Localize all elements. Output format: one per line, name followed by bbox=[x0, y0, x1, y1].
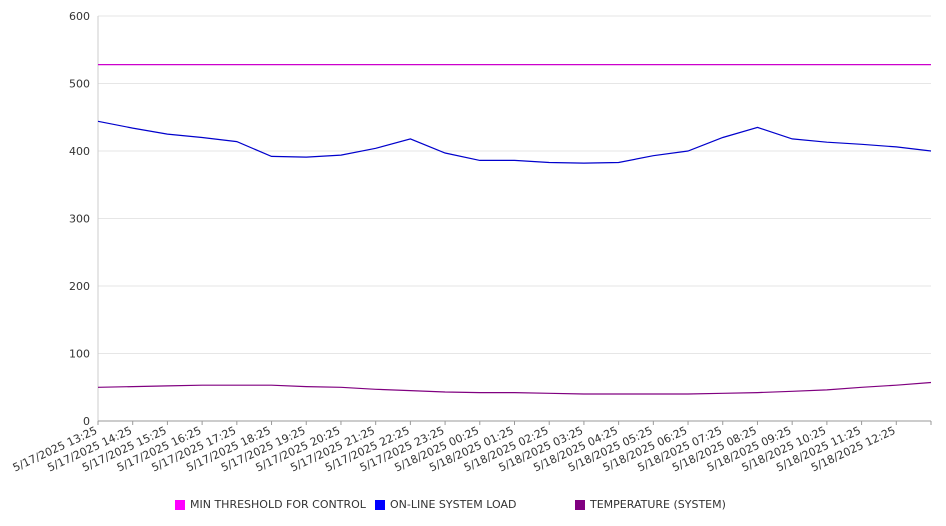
y-tick-label: 500 bbox=[69, 78, 90, 91]
legend-item-online-load: ON-LINE SYSTEM LOAD bbox=[375, 498, 516, 511]
y-tick-label: 100 bbox=[69, 348, 90, 361]
legend-label-min-threshold: MIN THRESHOLD FOR CONTROL bbox=[190, 498, 366, 511]
series-online-load bbox=[97, 120, 932, 164]
legend-swatch-min-threshold bbox=[175, 499, 185, 510]
legend-swatch-temperature bbox=[575, 499, 585, 510]
grid-lines bbox=[98, 15, 931, 422]
y-tick-label: 200 bbox=[69, 280, 90, 293]
y-tick-label: 600 bbox=[69, 10, 90, 23]
y-tick-label: 0 bbox=[83, 415, 90, 428]
legend-label-online-load: ON-LINE SYSTEM LOAD bbox=[390, 498, 517, 511]
y-tick-label: 400 bbox=[69, 145, 90, 158]
legend: MIN THRESHOLD FOR CONTROL ON-LINE SYSTEM… bbox=[0, 498, 946, 514]
x-axis-ticks: 5/17/2025 13:255/17/2025 14:255/17/2025 … bbox=[11, 421, 932, 474]
series-temperature bbox=[97, 381, 932, 395]
legend-item-temperature: TEMPERATURE (SYSTEM) bbox=[575, 498, 726, 511]
series-lines bbox=[97, 63, 932, 395]
legend-item-min-threshold: MIN THRESHOLD FOR CONTROL bbox=[175, 498, 366, 511]
legend-swatch-online-load bbox=[375, 499, 385, 510]
y-axis-ticks: 0 100 200 300 400 500 600 bbox=[69, 10, 90, 428]
y-tick-label: 300 bbox=[69, 213, 90, 226]
legend-label-temperature: TEMPERATURE (SYSTEM) bbox=[590, 498, 726, 511]
